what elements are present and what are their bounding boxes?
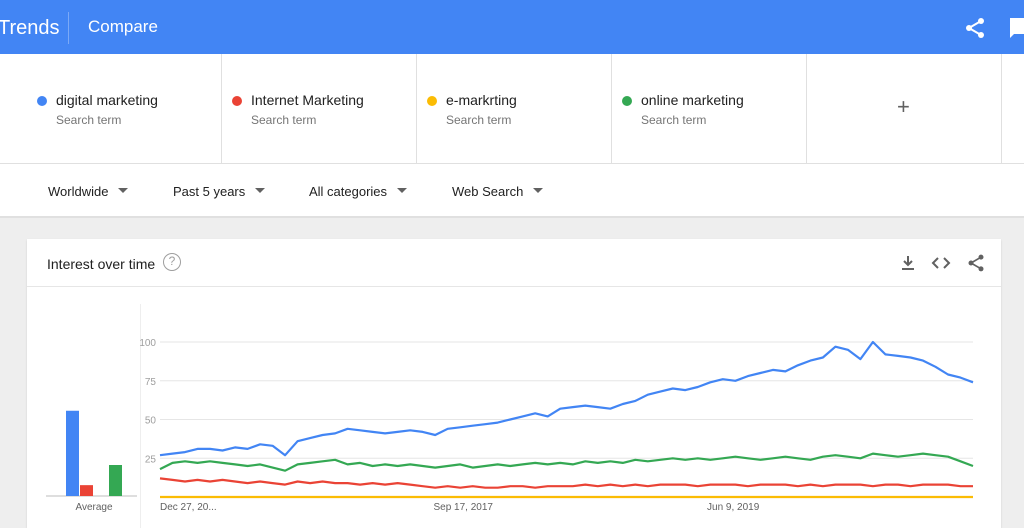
series-color-dot <box>232 96 242 106</box>
average-divider <box>140 304 141 528</box>
series-line-internet-marketing <box>159 477 973 489</box>
caret-down-icon <box>397 188 408 194</box>
category-filter-label: All categories <box>309 184 388 199</box>
search-type-filter-label: Web Search <box>452 184 524 199</box>
average-label: Average <box>75 502 113 513</box>
period-filter-label: Past 5 years <box>173 184 246 199</box>
interest-over-time-card: Interest over time ? Average 100 75 50 25 De… <box>27 239 1001 528</box>
region-filter-label: Worldwide <box>48 184 109 199</box>
brand-name[interactable]: Trends <box>0 17 60 39</box>
term-name: e-markrting <box>446 92 517 108</box>
average-bar-internet-marketing <box>80 485 93 496</box>
caret-down-icon <box>118 188 129 194</box>
term-name: Internet Marketing <box>251 92 364 108</box>
card-header: Interest over time ? <box>27 239 1001 287</box>
caret-down-icon <box>533 188 544 194</box>
page-title: Compare <box>88 17 158 36</box>
term-card-online-marketing[interactable]: online marketing Search term <box>612 54 807 164</box>
feedback-icon[interactable] <box>1008 16 1024 40</box>
series-line-digital-marketing <box>159 340 974 457</box>
interest-line-chart[interactable]: 100 75 50 25 Dec 27, 20... Sep 17, 2017 Jun 9,… <box>27 288 1001 528</box>
help-icon[interactable]: ? <box>163 253 181 271</box>
term-type: Search term <box>446 113 512 127</box>
x-tick-label: Dec 27, 20... <box>160 502 217 513</box>
term-name: online marketing <box>641 92 744 108</box>
series-line-online-marketing <box>159 452 974 472</box>
share-icon[interactable] <box>962 16 988 40</box>
series-color-dot <box>37 96 47 106</box>
term-card-digital-marketing[interactable]: digital marketing Search term <box>27 54 222 164</box>
average-bar-digital-marketing <box>66 410 79 496</box>
y-tick-label: 50 <box>145 416 157 427</box>
x-tick-label: Sep 17, 2017 <box>433 502 493 513</box>
term-card-e-markrting[interactable]: e-markrting Search term <box>417 54 612 164</box>
caret-down-icon <box>255 188 266 194</box>
topbar-divider <box>68 12 69 44</box>
term-type: Search term <box>641 113 707 127</box>
term-type: Search term <box>56 113 122 127</box>
search-terms-bar: digital marketing Search term Internet M… <box>0 54 1024 164</box>
category-filter[interactable]: All categories <box>309 184 408 199</box>
y-tick-label: 75 <box>145 377 157 388</box>
term-type: Search term <box>251 113 317 127</box>
download-icon[interactable] <box>898 253 918 273</box>
series-color-dot <box>427 96 437 106</box>
share-icon[interactable] <box>966 253 986 273</box>
y-tick-label: 100 <box>139 338 156 349</box>
average-bar-chart: Average <box>46 410 137 513</box>
series-color-dot <box>622 96 632 106</box>
search-type-filter[interactable]: Web Search <box>452 184 544 199</box>
average-bar-online-marketing <box>109 465 122 496</box>
add-term-button[interactable]: + <box>807 54 1002 164</box>
filters-bar: Worldwide Past 5 years All categories We… <box>0 164 1024 218</box>
top-app-bar: Trends Compare <box>0 0 1024 54</box>
region-filter[interactable]: Worldwide <box>48 184 129 199</box>
card-title: Interest over time <box>47 256 156 272</box>
chart-area: Average 100 75 50 25 Dec 27, 20... Sep 17, 20… <box>27 288 1001 528</box>
embed-icon[interactable] <box>931 253 951 273</box>
x-tick-label: Jun 9, 2019 <box>707 502 760 513</box>
term-name: digital marketing <box>56 92 158 108</box>
y-tick-label: 25 <box>145 454 157 465</box>
term-card-internet-marketing[interactable]: Internet Marketing Search term <box>222 54 417 164</box>
plus-icon: + <box>897 94 910 119</box>
period-filter[interactable]: Past 5 years <box>173 184 266 199</box>
